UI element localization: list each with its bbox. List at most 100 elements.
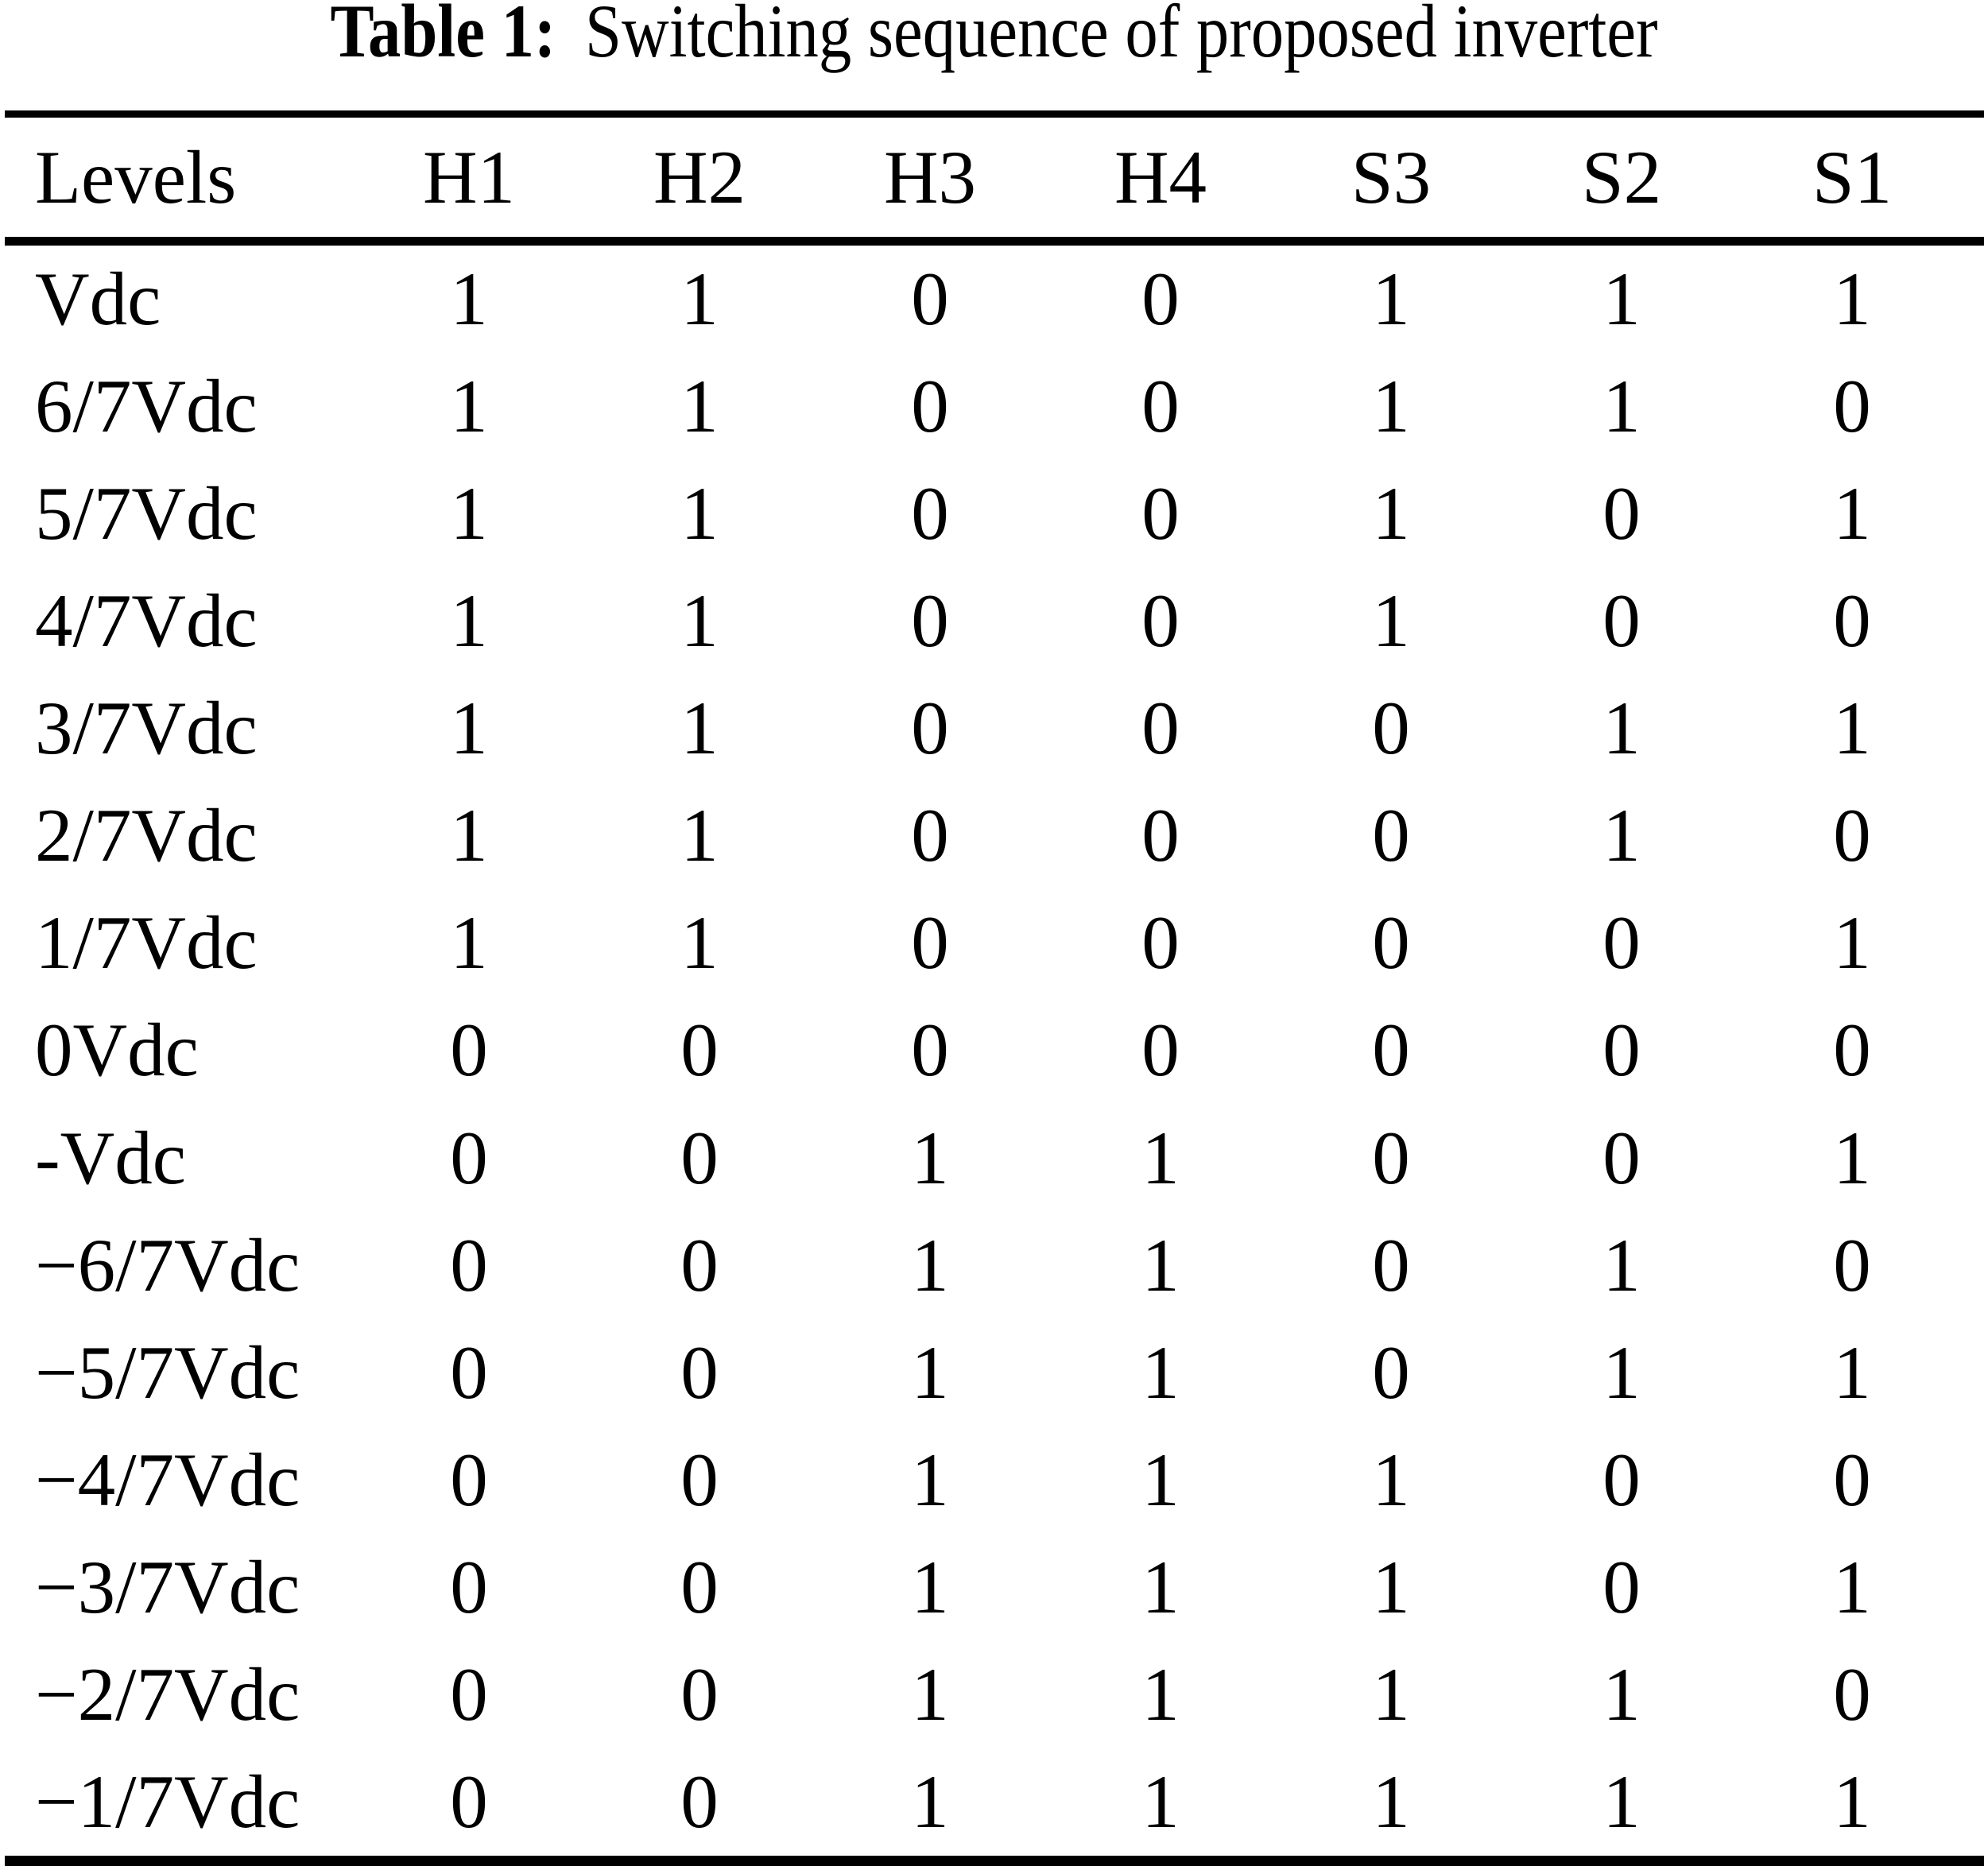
row-level-label: 3/7Vdc: [35, 686, 258, 771]
table-row: Vdc 1 1 0 0 1 1 1: [0, 246, 1988, 353]
switch-state-cell: 1: [450, 257, 488, 342]
table-row: −1/7Vdc 0 0 1 1 1 1 1: [0, 1748, 1988, 1856]
switch-state-cell: 0: [680, 1330, 719, 1415]
switch-state-cell: 1: [680, 793, 719, 878]
switch-state-cell: 0: [1372, 900, 1410, 985]
row-level-label: −5/7Vdc: [35, 1330, 300, 1415]
switch-state-cell: 0: [680, 1651, 719, 1736]
switch-state-cell: 0: [1602, 1115, 1641, 1200]
switch-state-cell: 1: [1372, 364, 1410, 449]
switch-state-cell: 1: [1141, 1115, 1180, 1200]
row-level-label: −3/7Vdc: [35, 1544, 300, 1629]
switch-state-cell: 1: [1833, 1115, 1871, 1200]
row-level-label: 5/7Vdc: [35, 471, 258, 556]
switch-state-cell: 1: [911, 1759, 949, 1844]
switch-state-cell: 1: [1141, 1759, 1180, 1844]
row-level-label: −1/7Vdc: [35, 1759, 300, 1844]
switch-state-cell: 1: [1602, 1651, 1641, 1736]
switch-state-cell: 1: [680, 257, 719, 342]
switch-state-cell: 0: [1141, 364, 1180, 449]
table-row: −3/7Vdc 0 0 1 1 1 0 1: [0, 1534, 1988, 1641]
column-header-s3: S3: [1351, 134, 1432, 219]
switch-state-cell: 1: [1833, 900, 1871, 985]
switch-state-cell: 0: [1833, 1651, 1871, 1736]
switch-state-cell: 1: [1372, 579, 1410, 664]
switch-state-cell: 1: [1602, 1759, 1641, 1844]
switch-state-cell: 1: [1833, 471, 1871, 556]
switch-state-cell: 1: [1602, 257, 1641, 342]
switch-state-cell: 1: [1833, 1544, 1871, 1629]
table-caption-text: Switching sequence of proposed inverter: [584, 0, 1658, 73]
switch-state-cell: 0: [450, 1330, 488, 1415]
switch-state-cell: 1: [1141, 1222, 1180, 1307]
switch-state-cell: 1: [450, 364, 488, 449]
table-body: Vdc 1 1 0 0 1 1 1 6/7Vdc 1 1 0 0 1 1 0 5/7Vdc 1 1 0 0 1 0 1 4/7V…: [0, 246, 1988, 1856]
switch-state-cell: 0: [1141, 257, 1180, 342]
row-level-label: Vdc: [35, 257, 161, 342]
switch-state-cell: 0: [680, 1115, 719, 1200]
switch-state-cell: 1: [450, 900, 488, 985]
switch-state-cell: 0: [1372, 686, 1410, 771]
row-level-label: 2/7Vdc: [35, 793, 258, 878]
switch-state-cell: 0: [911, 364, 949, 449]
switch-state-cell: 1: [1141, 1544, 1180, 1629]
switch-state-cell: 0: [1141, 793, 1180, 878]
table-row: −6/7Vdc 0 0 1 1 0 1 0: [0, 1212, 1988, 1319]
switch-state-cell: 0: [1372, 1222, 1410, 1307]
switch-state-cell: 0: [1372, 1115, 1410, 1200]
switch-state-cell: 0: [450, 1544, 488, 1629]
switch-state-cell: 0: [1372, 1330, 1410, 1415]
table-header-rule: [5, 237, 1984, 246]
row-level-label: 6/7Vdc: [35, 364, 258, 449]
switch-state-cell: 1: [450, 579, 488, 664]
switch-state-cell: 0: [450, 1759, 488, 1844]
switch-state-cell: 1: [1372, 1759, 1410, 1844]
switch-state-cell: 0: [1833, 1222, 1871, 1307]
switch-state-cell: 0: [680, 1008, 719, 1093]
switch-state-cell: 0: [1833, 579, 1871, 664]
row-level-label: −4/7Vdc: [35, 1437, 300, 1522]
row-level-label: −6/7Vdc: [35, 1222, 300, 1307]
switch-state-cell: 1: [1372, 1651, 1410, 1736]
switch-state-cell: 0: [450, 1651, 488, 1736]
switch-state-cell: 1: [1602, 686, 1641, 771]
column-header-s1: S1: [1812, 134, 1893, 219]
row-level-label: 4/7Vdc: [35, 579, 258, 664]
table-header-row: Levels H1 H2 H3 H4 S3 S2 S1: [0, 118, 1988, 237]
column-header-h1: H1: [422, 134, 516, 219]
switch-state-cell: 0: [1833, 793, 1871, 878]
switch-state-cell: 1: [1833, 1759, 1871, 1844]
switch-state-cell: 1: [911, 1115, 949, 1200]
switch-state-cell: 0: [911, 793, 949, 878]
table-row: 3/7Vdc 1 1 0 0 0 1 1: [0, 675, 1988, 782]
switch-state-cell: 0: [1602, 579, 1641, 664]
table-row: 5/7Vdc 1 1 0 0 1 0 1: [0, 460, 1988, 567]
switch-state-cell: 1: [911, 1330, 949, 1415]
switch-state-cell: 0: [1833, 364, 1871, 449]
switch-state-cell: 0: [1602, 1544, 1641, 1629]
switch-state-cell: 1: [1141, 1330, 1180, 1415]
switch-state-cell: 0: [680, 1222, 719, 1307]
table-caption-number: Table 1:: [330, 0, 556, 73]
switch-state-cell: 0: [1372, 1008, 1410, 1093]
switch-state-cell: 1: [680, 686, 719, 771]
switch-state-cell: 0: [680, 1437, 719, 1522]
switch-state-cell: 1: [1602, 1330, 1641, 1415]
switch-state-cell: 1: [911, 1651, 949, 1736]
switch-state-cell: 1: [1141, 1651, 1180, 1736]
column-header-levels: Levels: [35, 134, 237, 219]
table-row: 4/7Vdc 1 1 0 0 1 0 0: [0, 567, 1988, 675]
switch-state-cell: 0: [911, 579, 949, 664]
table-row: −5/7Vdc 0 0 1 1 0 1 1: [0, 1319, 1988, 1427]
table-row: 6/7Vdc 1 1 0 0 1 1 0: [0, 353, 1988, 460]
column-header-h3: H3: [883, 134, 977, 219]
switch-state-cell: 1: [450, 471, 488, 556]
switch-state-cell: 1: [680, 471, 719, 556]
switch-state-cell: 0: [1141, 900, 1180, 985]
switch-state-cell: 0: [1602, 900, 1641, 985]
switch-state-cell: 0: [450, 1222, 488, 1307]
switch-state-cell: 0: [1833, 1008, 1871, 1093]
table-row: 1/7Vdc 1 1 0 0 0 0 1: [0, 889, 1988, 997]
switch-state-cell: 0: [1141, 1008, 1180, 1093]
